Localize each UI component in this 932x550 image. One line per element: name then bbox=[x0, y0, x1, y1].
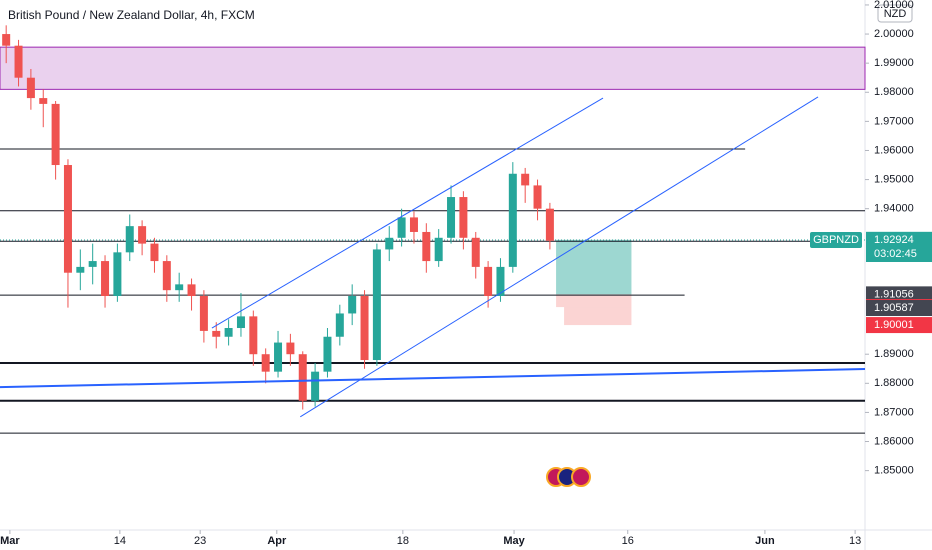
candle-body bbox=[372, 249, 381, 361]
y-tick-label: 1.88000 bbox=[874, 377, 914, 389]
candle-body bbox=[447, 197, 456, 238]
candle-body bbox=[409, 217, 418, 232]
candle-body bbox=[125, 226, 134, 253]
candle-body bbox=[76, 266, 85, 273]
price-label: 1.91056 bbox=[874, 288, 914, 300]
y-tick-label: 1.94000 bbox=[874, 203, 914, 215]
countdown: 03:02:45 bbox=[874, 248, 917, 260]
x-tick-label: 14 bbox=[114, 535, 126, 547]
x-tick-label: Mar bbox=[0, 535, 20, 547]
y-tick-label: 1.97000 bbox=[874, 115, 914, 127]
candle-body bbox=[249, 316, 258, 355]
y-tick-label: 1.86000 bbox=[874, 435, 914, 447]
price-label: 1.90587 bbox=[874, 302, 914, 314]
y-tick-label: 1.87000 bbox=[874, 406, 914, 418]
price-label-bg bbox=[866, 317, 932, 334]
position-stop bbox=[564, 307, 632, 326]
candle-body bbox=[348, 295, 357, 314]
y-tick-label: 1.96000 bbox=[874, 144, 914, 156]
candle-body bbox=[508, 173, 517, 267]
price-label-bg bbox=[866, 286, 932, 303]
candle-body bbox=[484, 266, 493, 296]
price-label: 1.90001 bbox=[874, 319, 914, 331]
y-tick-label: 1.99000 bbox=[874, 57, 914, 69]
candle-body bbox=[261, 354, 270, 372]
candle-body bbox=[533, 185, 542, 209]
candle-body bbox=[101, 261, 110, 296]
currency: NZD bbox=[884, 8, 907, 20]
y-tick-label: 1.85000 bbox=[874, 465, 914, 477]
x-tick-label: Jun bbox=[755, 535, 775, 547]
candle-body bbox=[471, 237, 480, 267]
candle-body bbox=[224, 328, 233, 337]
x-tick-label: Apr bbox=[267, 535, 287, 547]
candle-body bbox=[212, 330, 221, 337]
candle-body bbox=[298, 354, 307, 401]
event-icons[interactable] bbox=[546, 467, 591, 487]
candle-body bbox=[397, 217, 406, 238]
candle-body bbox=[39, 98, 48, 104]
candle-body bbox=[323, 336, 332, 372]
candle-body bbox=[434, 237, 443, 262]
candle-body bbox=[14, 45, 23, 78]
candle-body bbox=[521, 173, 530, 186]
trend-line bbox=[211, 97, 604, 329]
candle-body bbox=[360, 295, 369, 361]
supply-zone bbox=[0, 46, 866, 90]
price-label-bg bbox=[866, 300, 932, 317]
candle-body bbox=[422, 231, 431, 262]
y-tick-label: 1.95000 bbox=[874, 173, 914, 185]
candle-body bbox=[175, 284, 184, 291]
chart-title: British Pound / New Zealand Dollar, 4h, … bbox=[8, 8, 255, 22]
candle-body bbox=[311, 371, 320, 401]
symbol: GBPNZD bbox=[813, 234, 859, 246]
symbol-bg bbox=[810, 231, 862, 248]
candle-body bbox=[496, 266, 505, 296]
candle-body bbox=[2, 34, 11, 46]
y-tick-label: 1.98000 bbox=[874, 86, 914, 98]
position-loss bbox=[556, 294, 632, 308]
y-tick-label: 1.89000 bbox=[874, 348, 914, 360]
y-tick-label: 2.00000 bbox=[874, 28, 914, 40]
candle-body bbox=[138, 226, 147, 244]
candle-body bbox=[63, 165, 72, 273]
x-tick-label: 18 bbox=[397, 535, 409, 547]
x-tick-label: May bbox=[503, 535, 525, 547]
candle-body bbox=[335, 313, 344, 337]
last-price: 1.92924 bbox=[874, 234, 914, 246]
x-tick-label: 13 bbox=[849, 535, 861, 547]
trend-line bbox=[0, 368, 866, 389]
y-tick-label: 2.01000 bbox=[874, 0, 914, 11]
candle-body bbox=[88, 261, 97, 267]
trend-line bbox=[300, 96, 819, 418]
candle-body bbox=[274, 342, 283, 372]
x-tick-label: 23 bbox=[194, 535, 206, 547]
position-profit bbox=[556, 239, 632, 295]
candle-body bbox=[150, 243, 159, 262]
candle-body bbox=[286, 342, 295, 355]
candle-body bbox=[545, 208, 554, 241]
candle-body bbox=[51, 103, 60, 166]
x-tick-label: 16 bbox=[622, 535, 634, 547]
candle-body bbox=[459, 197, 468, 238]
candle-body bbox=[385, 237, 394, 250]
candle-body bbox=[199, 295, 208, 331]
currency-box[interactable] bbox=[877, 4, 913, 23]
last-price-bg bbox=[866, 231, 932, 262]
candle-body bbox=[187, 284, 196, 296]
candle-body bbox=[236, 316, 245, 329]
candle-body bbox=[113, 252, 122, 296]
candle-body bbox=[162, 261, 171, 291]
candle-body bbox=[26, 77, 35, 99]
